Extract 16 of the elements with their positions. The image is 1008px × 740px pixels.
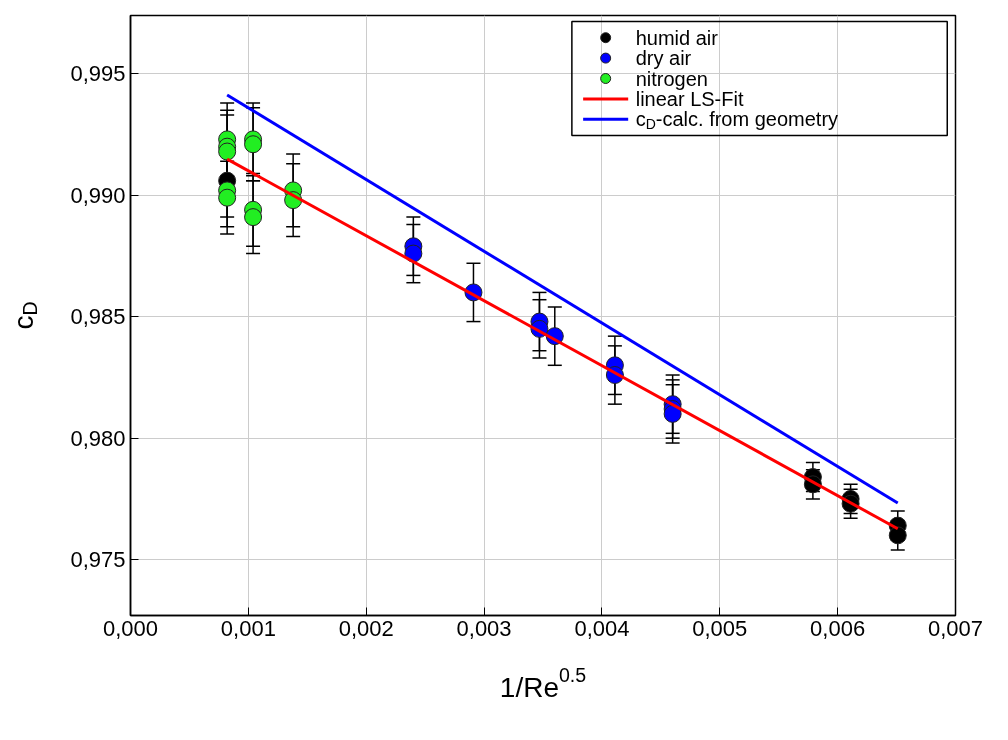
x-tick-label: 0,003 — [456, 615, 512, 641]
y-tick-label: 0,990 — [70, 182, 126, 208]
x-tick-label: 0,006 — [810, 615, 866, 641]
legend-label: humid air — [635, 26, 719, 49]
y-tick-label: 0,975 — [70, 547, 126, 573]
x-tick-label: 0,000 — [102, 615, 159, 641]
x-tick-label: 0,004 — [574, 615, 630, 641]
x-tick-label: 0,001 — [220, 615, 276, 641]
y-tick-label: 0,995 — [70, 61, 126, 87]
x-tick-label: 0,005 — [692, 615, 748, 641]
y-tick-label: 0,980 — [70, 425, 126, 451]
x-tick-label: 0,007 — [927, 615, 984, 641]
y-tick-label: 0,985 — [70, 304, 126, 330]
x-tick-label: 0,002 — [338, 615, 394, 641]
y-axis-title: cD — [7, 301, 41, 330]
legend-label: dry air — [635, 47, 692, 70]
